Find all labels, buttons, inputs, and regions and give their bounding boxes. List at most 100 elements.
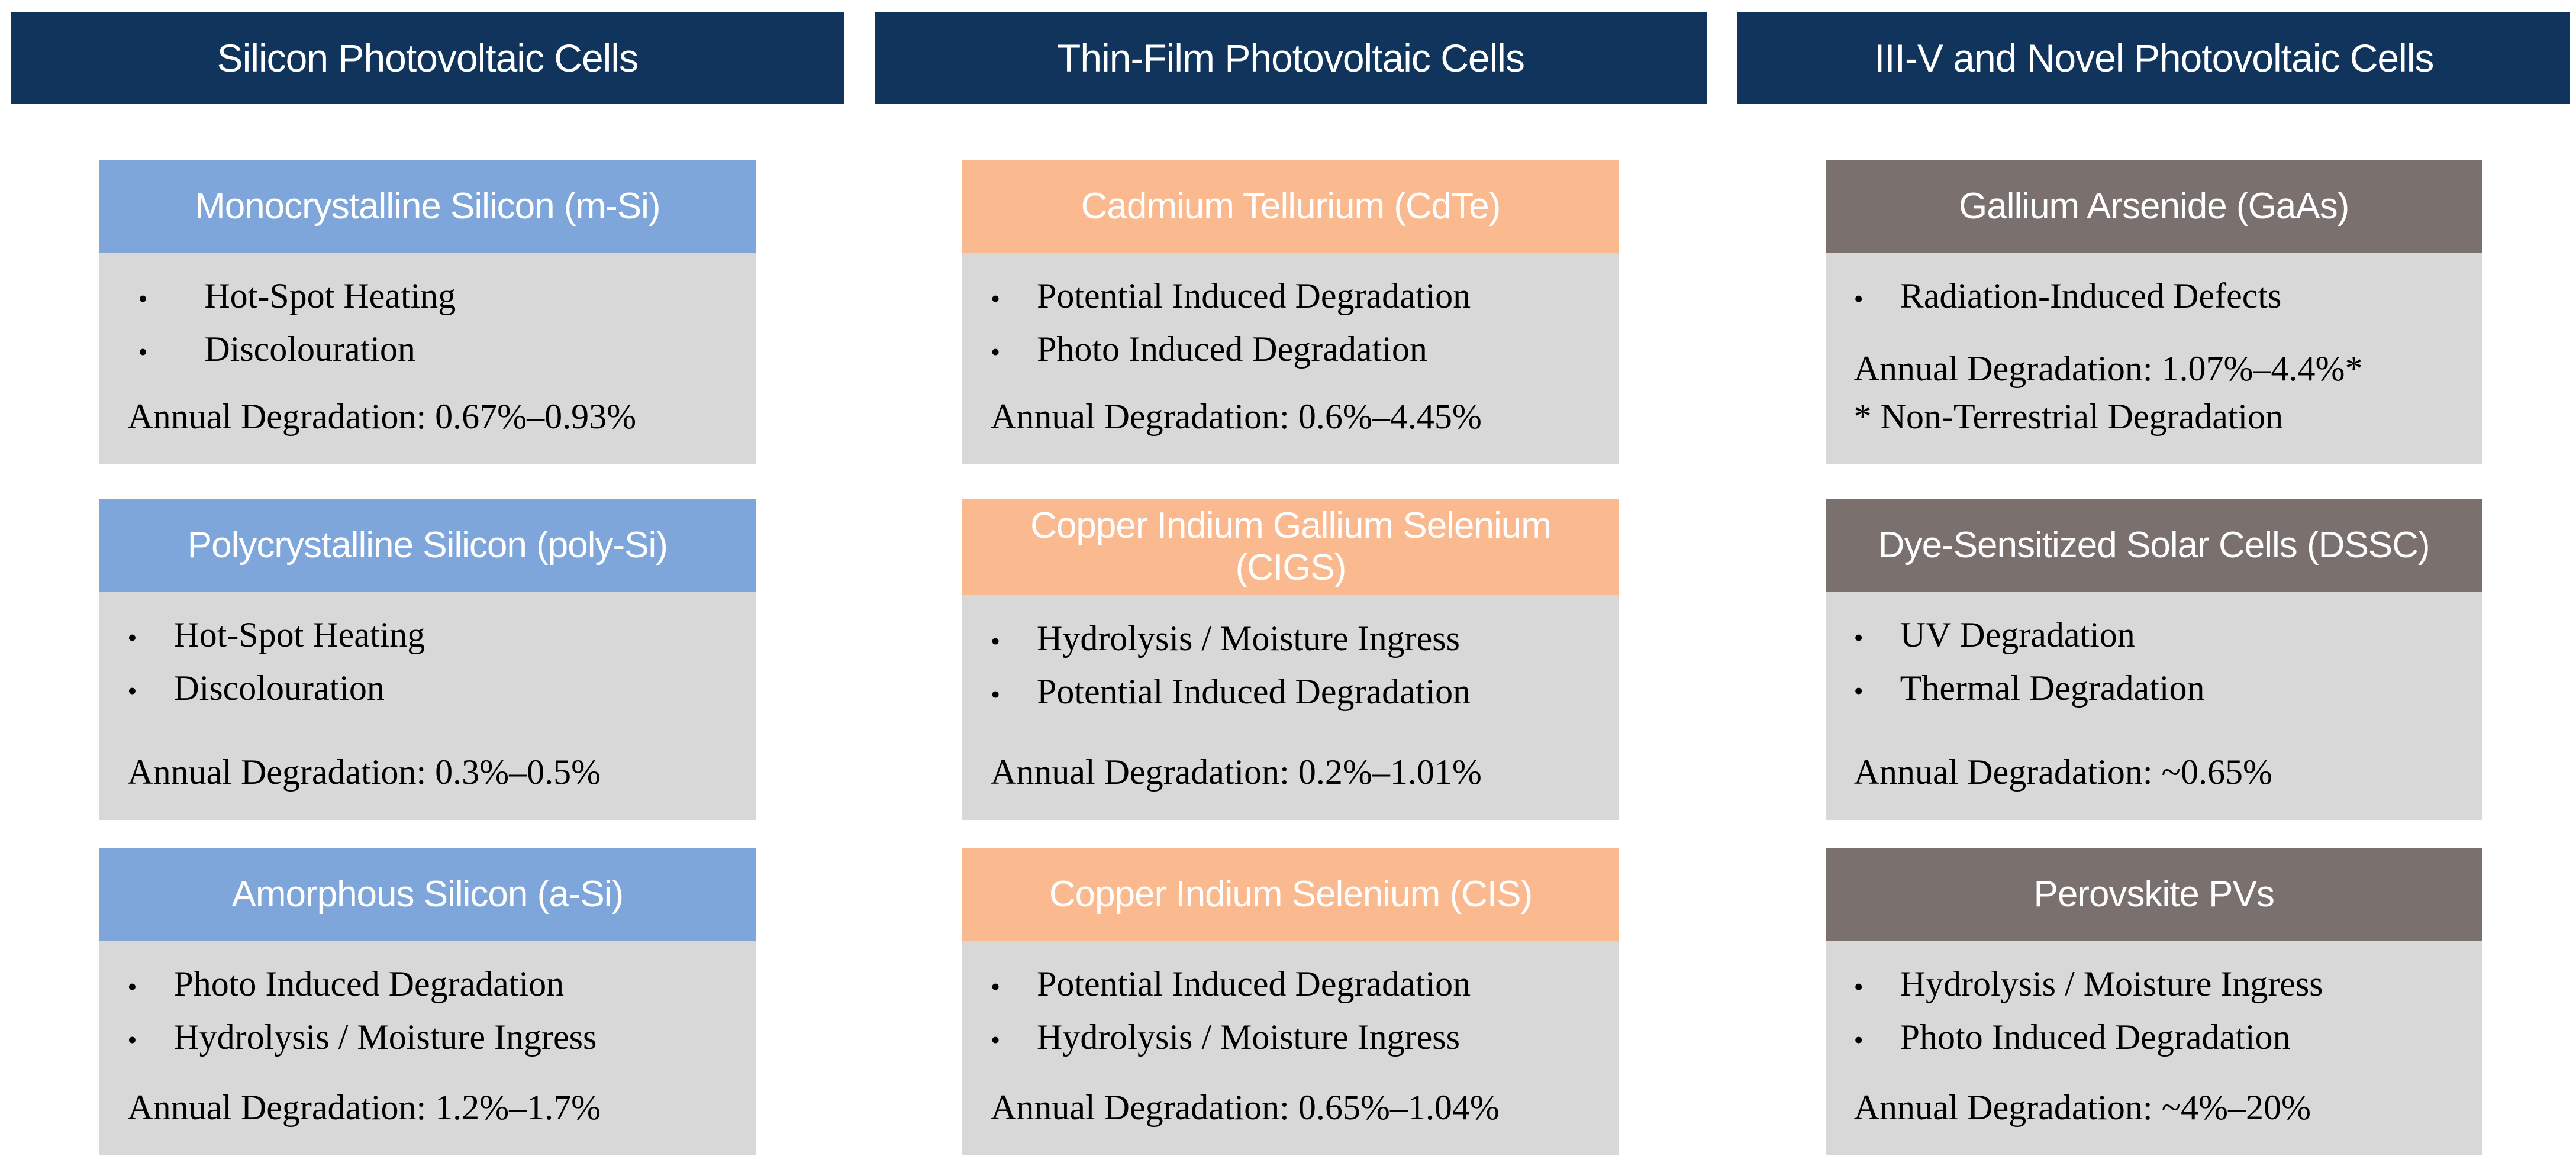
degradation-mechanisms: • Hot-Spot Heating • Discolouration [127,608,732,715]
list-item: • Hot-Spot Heating [127,269,732,322]
card-amorphous-silicon: Amorphous Silicon (a-Si) • Photo Induced … [99,848,756,1155]
bullet-icon: • [127,971,137,1002]
list-item: • Hydrolysis / Moisture Ingress [1854,957,2459,1010]
bullet-text: Hot-Spot Heating [204,276,456,315]
bullet-text: Photo Induced Degradation [1037,330,1427,369]
card-gallium-arsenide: Gallium Arsenide (GaAs) • Radiation-Induc… [1825,160,2482,464]
bullet-icon: • [991,283,1001,314]
bullet-icon: • [991,1025,1001,1055]
bullet-text: Potential Induced Degradation [1037,964,1471,1003]
card-title: Cadmium Tellurium (CdTe) [962,160,1619,253]
bullet-text: Photo Induced Degradation [1900,1018,2291,1057]
annual-degradation-text: Annual Degradation: ~0.65% [1853,752,2272,792]
list-item: • Potential Induced Degradation [991,665,1595,718]
card-monocrystalline-silicon: Monocrystalline Silicon (m-Si) • Hot-Spot… [99,160,756,464]
bullet-text: Potential Induced Degradation [1037,671,1471,711]
annual-degradation: Annual Degradation: 0.3%–0.5% [127,748,732,796]
list-item: • Hydrolysis / Moisture Ingress [991,612,1595,665]
card-body: • UV Degradation • Thermal Degradation Ann… [1826,592,2482,820]
annual-degradation-text: Annual Degradation: 0.2%–1.01% [991,752,1482,792]
card-body: • Hot-Spot Heating • Discolouration Annual… [99,592,756,820]
list-item: • Thermal Degradation [1854,661,2459,715]
bullet-icon: • [991,679,1001,709]
list-item: • Hydrolysis / Moisture Ingress [991,1010,1595,1064]
annual-degradation: Annual Degradation: ~0.65% [1854,748,2459,796]
card-title: Copper Indium Selenium (CIS) [962,848,1619,941]
card-cadmium-tellurium: Cadmium Tellurium (CdTe) • Potential Indu… [962,160,1619,464]
list-item: • Discolouration [127,661,732,715]
bullet-icon: • [991,337,1001,367]
column-header-novel: III-V and Novel Photovoltaic Cells [1737,12,2571,104]
degradation-mechanisms: • Potential Induced Degradation • Photo In… [991,269,1595,376]
column-header-thin-film: Thin-Film Photovoltaic Cells [874,12,1707,104]
bullet-text: Hot-Spot Heating [173,615,425,654]
bullet-icon: • [991,625,1001,656]
bullet-icon: • [991,971,1001,1002]
column-silicon: Silicon Photovoltaic Cells Monocrystalli… [11,12,844,1166]
card-title: Copper Indium Gallium Selenium (CIGS) [962,499,1619,595]
card-title: Gallium Arsenide (GaAs) [1825,160,2482,253]
bullet-text: Discolouration [173,668,385,708]
annual-degradation-text: Annual Degradation: 0.6%–4.45% [991,397,1482,436]
degradation-mechanisms: • Potential Induced Degradation • Hydrolys… [991,957,1595,1064]
bullet-icon: • [138,283,148,314]
bullet-icon: • [1853,676,1864,706]
card-body: • Hot-Spot Heating • Discolouration Annual… [99,253,756,464]
annual-degradation: Annual Degradation: 0.6%–4.45% [991,393,1595,441]
annual-degradation: Annual Degradation: 1.2%–1.7% [127,1084,732,1132]
bullet-text: Hydrolysis / Moisture Ingress [173,1018,597,1057]
bullet-text: Photo Induced Degradation [173,964,565,1003]
bullet-icon: • [127,676,137,706]
annual-degradation: Annual Degradation: ~4%–20% [1854,1084,2459,1132]
annual-degradation-text: Annual Degradation: 1.2%–1.7% [127,1088,601,1127]
bullet-icon: • [127,1025,137,1055]
annual-degradation-text: Annual Degradation: 1.07%–4.4%* [1853,349,2363,388]
column-header-silicon: Silicon Photovoltaic Cells [11,12,844,104]
degradation-mechanisms: • Radiation-Induced Defects [1854,269,2459,322]
annual-degradation-text: Annual Degradation: 0.67%–0.93% [127,397,637,436]
bullet-text: Radiation-Induced Defects [1900,276,2282,315]
degradation-mechanisms: • Hot-Spot Heating • Discolouration [127,269,732,376]
list-item: • Potential Induced Degradation [991,957,1595,1010]
bullet-icon: • [1853,971,1864,1002]
card-body: • Potential Induced Degradation • Photo In… [962,253,1619,464]
annual-degradation-text: Annual Degradation: ~4%–20% [1853,1088,2311,1127]
list-item: • Potential Induced Degradation [991,269,1595,322]
bullet-text: Hydrolysis / Moisture Ingress [1037,618,1460,658]
card-cis: Copper Indium Selenium (CIS) • Potential … [962,848,1619,1155]
degradation-mechanisms: • UV Degradation • Thermal Degradation [1854,608,2459,715]
card-stack-novel: Gallium Arsenide (GaAs) • Radiation-Induc… [1737,104,2570,1155]
bullet-icon: • [1853,622,1864,653]
bullet-text: Thermal Degradation [1900,668,2205,708]
card-body: • Hydrolysis / Moisture Ingress • Potentia… [962,595,1619,820]
degradation-mechanisms: • Photo Induced Degradation • Hydrolysis /… [127,957,732,1064]
bullet-icon: • [138,337,148,367]
degradation-mechanisms: • Hydrolysis / Moisture Ingress • Potentia… [991,612,1595,718]
degradation-mechanisms: • Hydrolysis / Moisture Ingress • Photo In… [1854,957,2459,1064]
card-title: Amorphous Silicon (a-Si) [99,848,756,941]
bullet-text: Potential Induced Degradation [1037,276,1471,315]
bullet-icon: • [1853,1025,1864,1055]
card-stack-silicon: Monocrystalline Silicon (m-Si) • Hot-Spot… [11,104,844,1155]
list-item: • Discolouration [127,322,732,376]
column-novel: III-V and Novel Photovoltaic Cells Galli… [1737,12,2571,1166]
card-body: • Photo Induced Degradation • Hydrolysis /… [99,941,756,1155]
annual-degradation: Annual Degradation: 0.65%–1.04% [991,1084,1595,1132]
list-item: • UV Degradation [1854,608,2459,661]
bullet-text: UV Degradation [1900,615,2135,654]
card-title: Dye-Sensitized Solar Cells (DSSC) [1825,499,2482,592]
annual-degradation-text: Annual Degradation: 0.3%–0.5% [127,752,601,792]
annual-degradation: Annual Degradation: 0.2%–1.01% [991,748,1595,796]
annual-degradation: Annual Degradation: 1.07%–4.4%* * Non-Te… [1854,345,2459,441]
list-item: • Photo Induced Degradation [991,322,1595,376]
bullet-text: Hydrolysis / Moisture Ingress [1037,1018,1460,1057]
list-item: • Radiation-Induced Defects [1854,269,2459,322]
card-dssc: Dye-Sensitized Solar Cells (DSSC) • UV De… [1825,499,2482,820]
card-cigs: Copper Indium Gallium Selenium (CIGS) • H… [962,499,1619,820]
card-body: • Potential Induced Degradation • Hydrolys… [962,941,1619,1155]
bullet-text: Hydrolysis / Moisture Ingress [1900,964,2323,1003]
annual-degradation: Annual Degradation: 0.67%–0.93% [127,393,732,441]
bullet-text: Discolouration [204,330,415,369]
list-item: • Photo Induced Degradation [1854,1010,2459,1064]
